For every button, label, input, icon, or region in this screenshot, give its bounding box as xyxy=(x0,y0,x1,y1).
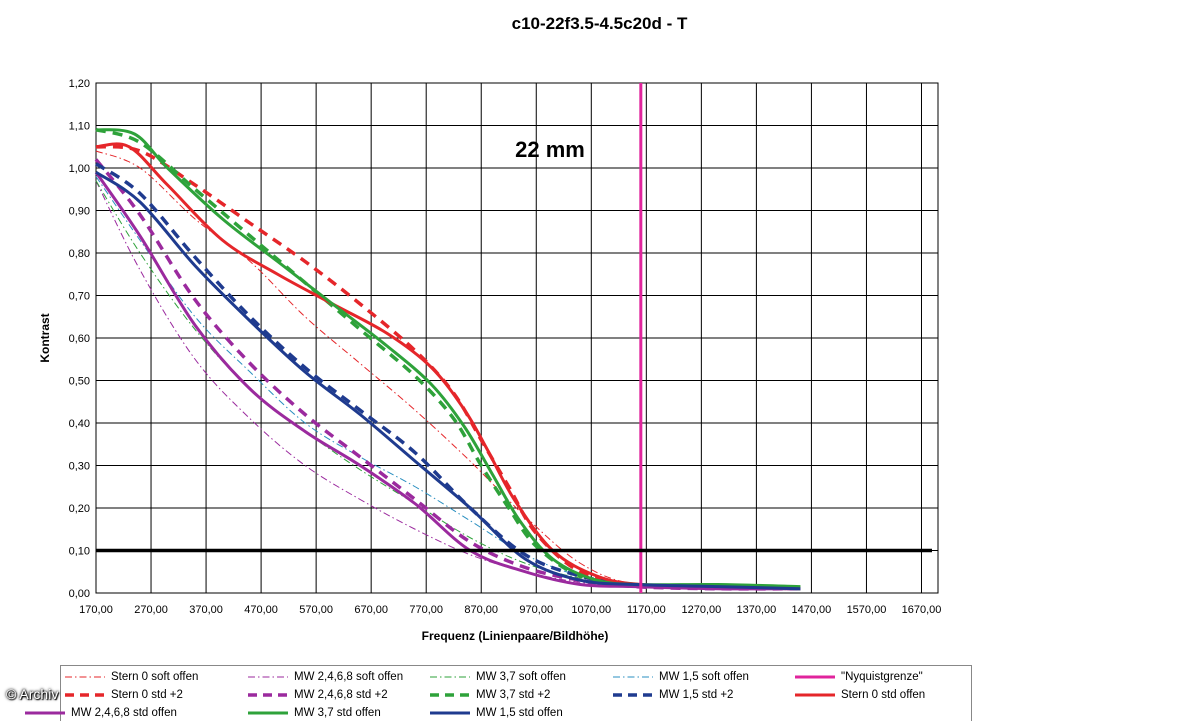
y-tick-label: 0,00 xyxy=(69,588,90,600)
y-tick-label: 0,40 xyxy=(69,418,90,430)
legend-label: MW 1,5 std offen xyxy=(476,707,563,719)
y-tick-label: 0,80 xyxy=(69,248,90,260)
copyright-watermark: © Archiv xyxy=(6,686,59,702)
legend-label: MW 2,4,6,8 soft offen xyxy=(294,671,404,683)
series-line-12 xyxy=(95,170,801,591)
x-tick-label: 1170,00 xyxy=(627,604,666,616)
legend-swatch xyxy=(795,693,835,697)
x-tick-label: 670,00 xyxy=(354,604,388,616)
legend-label: MW 1,5 std +2 xyxy=(659,689,734,701)
legend-swatch xyxy=(795,675,835,679)
legend-label: Stern 0 std offen xyxy=(841,689,926,701)
x-tick-label: 570,00 xyxy=(299,604,333,616)
legend-swatch xyxy=(613,693,653,697)
y-tick-label: 0,90 xyxy=(69,206,90,218)
x-axis-label: Frequenz (Linienpaare/Bildhöhe) xyxy=(422,629,609,643)
x-tick-label: 1270,00 xyxy=(681,604,721,616)
x-tick-label: 1470,00 xyxy=(792,604,832,616)
y-tick-label: 1,00 xyxy=(69,163,90,175)
chart-annotation: 22 mm xyxy=(515,137,585,162)
series-line-7 xyxy=(95,128,801,591)
y-tick-label: 1,20 xyxy=(69,78,90,90)
legend-label: MW 3,7 soft offen xyxy=(476,671,566,683)
legend-swatch xyxy=(613,676,653,678)
x-tick-label: 870,00 xyxy=(464,604,498,616)
legend-swatch xyxy=(430,676,470,678)
legend-swatch xyxy=(25,711,65,715)
chart-title: c10-22f3.5-4.5c20d - T xyxy=(511,14,688,33)
legend-swatch xyxy=(65,693,105,697)
legend-label: Stern 0 std +2 xyxy=(111,689,183,701)
x-tick-label: 170,00 xyxy=(79,604,113,616)
legend-label: MW 3,7 std offen xyxy=(294,707,381,719)
x-tick-label: 1370,00 xyxy=(737,604,777,616)
grid xyxy=(95,82,939,594)
x-tick-label: 770,00 xyxy=(409,604,443,616)
legend-swatch xyxy=(430,693,470,697)
legend-label: MW 3,7 std +2 xyxy=(476,689,551,701)
y-tick-label: 0,50 xyxy=(69,376,90,388)
legend-label: Stern 0 soft offen xyxy=(111,671,199,683)
x-tick-label: 1070,00 xyxy=(571,604,611,616)
y-tick-label: 1,10 xyxy=(69,121,90,133)
y-tick-label: 0,60 xyxy=(69,333,90,345)
legend: Stern 0 soft offen MW 2,4,6,8 soft offen M… xyxy=(25,665,972,721)
y-tick-label: 0,20 xyxy=(69,503,90,515)
x-tick-label: 970,00 xyxy=(519,604,553,616)
series-line-0 xyxy=(95,150,801,590)
legend-swatch xyxy=(248,676,288,678)
reference-lines xyxy=(96,83,932,593)
y-tick-label: 0,30 xyxy=(69,461,90,473)
tick-labels: 0,00 0,10 0,20 0,30 0,40 0,50 0,60 0,70 0,80 0,90… xyxy=(69,78,942,616)
legend-swatch xyxy=(248,711,288,715)
series-line-11 xyxy=(95,128,801,589)
x-tick-label: 270,00 xyxy=(134,604,168,616)
y-tick-label: 0,70 xyxy=(69,291,90,303)
x-tick-label: 370,00 xyxy=(189,604,223,616)
series-line-3 xyxy=(95,176,801,590)
legend-label: "Nyquistgrenze" xyxy=(841,671,923,683)
legend-swatch xyxy=(248,693,288,697)
y-tick-label: 0,10 xyxy=(69,546,90,558)
x-tick-label: 1570,00 xyxy=(847,604,887,616)
series-line-5 xyxy=(95,144,801,591)
legend-label: MW 2,4,6,8 std +2 xyxy=(294,689,388,701)
legend-swatch xyxy=(430,711,470,715)
x-tick-label: 1670,00 xyxy=(902,604,942,616)
x-tick-label: 470,00 xyxy=(244,604,278,616)
legend-label: MW 2,4,6,8 std offen xyxy=(71,707,177,719)
series-layer xyxy=(94,128,801,591)
y-axis-label: Kontrast xyxy=(38,313,52,362)
legend-swatch xyxy=(65,676,105,678)
legend-label: MW 1,5 soft offen xyxy=(659,671,749,683)
